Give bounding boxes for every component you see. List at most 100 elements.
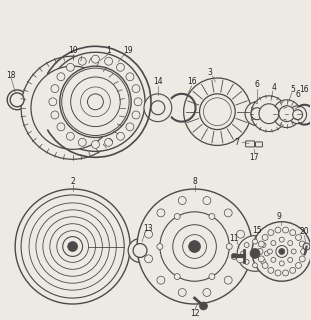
- Circle shape: [134, 98, 142, 106]
- Circle shape: [126, 73, 134, 81]
- Circle shape: [151, 101, 165, 115]
- Circle shape: [283, 227, 289, 233]
- Circle shape: [268, 230, 274, 236]
- Circle shape: [126, 123, 134, 131]
- Text: 20: 20: [300, 227, 309, 236]
- Circle shape: [299, 256, 305, 262]
- Text: 4: 4: [272, 84, 276, 92]
- Text: 15: 15: [252, 226, 262, 235]
- Circle shape: [291, 249, 296, 254]
- Circle shape: [251, 96, 287, 132]
- Circle shape: [295, 262, 301, 268]
- Circle shape: [262, 235, 268, 240]
- Circle shape: [224, 209, 232, 217]
- Circle shape: [51, 85, 59, 92]
- Circle shape: [128, 239, 152, 262]
- Text: 7: 7: [235, 138, 239, 147]
- Text: 10: 10: [68, 46, 77, 55]
- Circle shape: [288, 257, 293, 262]
- Circle shape: [91, 55, 100, 63]
- Circle shape: [257, 249, 263, 254]
- Circle shape: [178, 196, 186, 204]
- Circle shape: [15, 189, 130, 304]
- Circle shape: [157, 209, 165, 217]
- Circle shape: [299, 241, 305, 247]
- Circle shape: [261, 260, 266, 264]
- Circle shape: [258, 241, 264, 247]
- Circle shape: [67, 63, 74, 71]
- Circle shape: [209, 213, 215, 220]
- FancyBboxPatch shape: [246, 141, 254, 147]
- Circle shape: [10, 93, 24, 107]
- Circle shape: [117, 132, 124, 140]
- Circle shape: [78, 57, 86, 65]
- Circle shape: [57, 123, 65, 131]
- Circle shape: [203, 196, 211, 204]
- Circle shape: [289, 106, 307, 124]
- Circle shape: [303, 243, 310, 250]
- Circle shape: [137, 189, 252, 304]
- Circle shape: [144, 94, 172, 122]
- Circle shape: [49, 98, 57, 106]
- Text: 12: 12: [190, 309, 199, 318]
- Circle shape: [178, 289, 186, 296]
- Circle shape: [279, 261, 284, 266]
- Circle shape: [262, 262, 268, 268]
- Circle shape: [279, 249, 285, 254]
- Text: 8: 8: [192, 177, 197, 186]
- Circle shape: [245, 102, 269, 125]
- Circle shape: [145, 230, 153, 238]
- Circle shape: [237, 255, 244, 263]
- Circle shape: [91, 140, 100, 148]
- Circle shape: [244, 243, 249, 248]
- Circle shape: [78, 138, 86, 146]
- Circle shape: [275, 227, 281, 233]
- Text: 13: 13: [143, 224, 153, 233]
- Circle shape: [46, 52, 145, 151]
- Circle shape: [184, 78, 251, 145]
- Circle shape: [252, 222, 311, 281]
- Circle shape: [301, 249, 307, 254]
- Circle shape: [268, 268, 274, 273]
- Circle shape: [237, 236, 273, 271]
- Circle shape: [203, 289, 211, 296]
- Circle shape: [200, 94, 235, 130]
- Circle shape: [145, 255, 153, 263]
- Text: 1: 1: [106, 46, 111, 55]
- Circle shape: [253, 239, 258, 244]
- Text: 11: 11: [230, 234, 239, 243]
- FancyBboxPatch shape: [256, 142, 262, 147]
- Circle shape: [87, 94, 103, 110]
- Text: 6: 6: [295, 90, 300, 100]
- Text: 17: 17: [249, 153, 259, 162]
- Circle shape: [261, 243, 266, 248]
- Circle shape: [188, 241, 201, 252]
- Circle shape: [174, 274, 180, 280]
- Circle shape: [273, 100, 301, 128]
- Text: 19: 19: [123, 46, 133, 55]
- Circle shape: [224, 276, 232, 284]
- Circle shape: [290, 268, 296, 273]
- Circle shape: [132, 111, 140, 119]
- Text: 16: 16: [187, 77, 197, 86]
- Circle shape: [104, 57, 113, 65]
- Circle shape: [67, 132, 74, 140]
- Circle shape: [295, 235, 301, 240]
- Text: 18: 18: [7, 70, 16, 80]
- Circle shape: [279, 237, 284, 242]
- Circle shape: [133, 244, 147, 257]
- Circle shape: [57, 73, 65, 81]
- Circle shape: [68, 242, 78, 252]
- Circle shape: [253, 263, 258, 268]
- Circle shape: [231, 253, 237, 260]
- Circle shape: [250, 249, 260, 259]
- Circle shape: [271, 257, 276, 262]
- Circle shape: [51, 111, 59, 119]
- Circle shape: [117, 63, 124, 71]
- Circle shape: [209, 274, 215, 280]
- Circle shape: [283, 270, 289, 276]
- Circle shape: [275, 270, 281, 276]
- Text: 9: 9: [276, 212, 281, 221]
- Circle shape: [264, 251, 269, 256]
- Circle shape: [237, 230, 244, 238]
